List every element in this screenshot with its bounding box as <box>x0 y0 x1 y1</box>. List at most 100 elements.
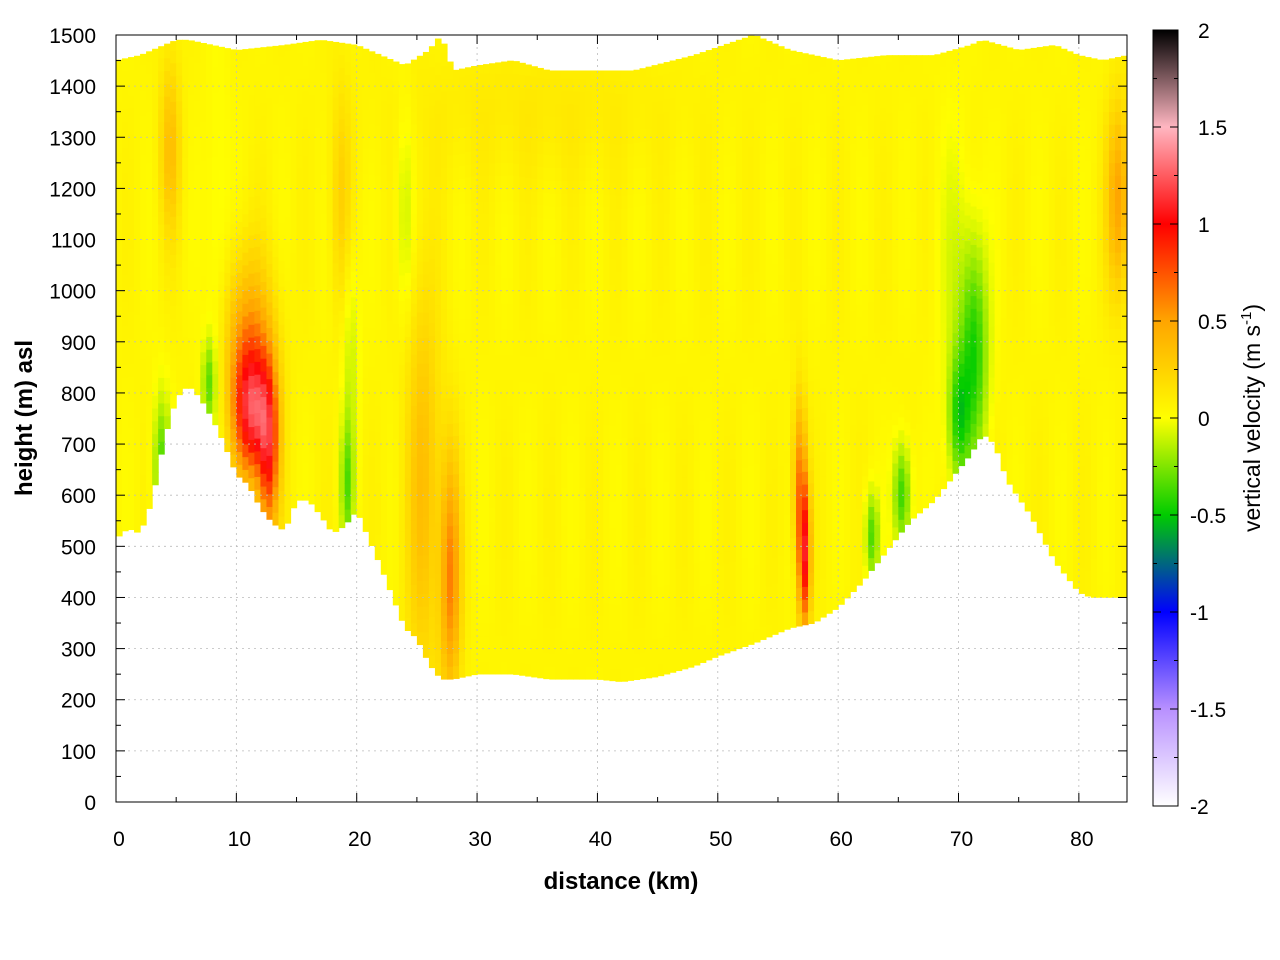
heatmap-cell <box>326 362 334 376</box>
heatmap-cell <box>633 321 641 335</box>
heatmap-cell <box>284 203 292 217</box>
heatmap-cell <box>128 133 135 147</box>
heatmap-cell <box>344 368 352 382</box>
heatmap-cell <box>158 159 165 174</box>
heatmap-cell <box>362 377 370 392</box>
heatmap-cell <box>422 503 430 518</box>
heatmap-cell <box>368 302 376 316</box>
heatmap-cell <box>771 595 779 610</box>
heatmap-cell <box>158 96 165 110</box>
heatmap-cell <box>278 158 286 172</box>
heatmap-cell <box>573 397 580 412</box>
heatmap-cell <box>567 257 574 271</box>
heatmap-cell <box>362 224 370 238</box>
heatmap-cell <box>380 459 388 473</box>
heatmap-cell <box>314 294 322 308</box>
heatmap-cell <box>338 118 346 132</box>
heatmap-cell <box>777 606 785 620</box>
heatmap-cell <box>573 436 580 450</box>
heatmap-cell <box>489 264 496 279</box>
heatmap-cell <box>615 195 623 209</box>
heatmap-cell <box>735 380 743 394</box>
heatmap-cell <box>699 624 707 638</box>
heatmap-cell <box>489 392 496 407</box>
heatmap-cell <box>705 276 713 290</box>
heatmap-cell <box>639 512 647 526</box>
heatmap-cell <box>555 384 562 399</box>
heatmap-cell <box>440 295 448 309</box>
heatmap-cell <box>434 406 442 421</box>
heatmap-cell <box>609 565 617 579</box>
heatmap-cell <box>790 307 797 321</box>
heatmap-cell <box>146 469 153 484</box>
heatmap-cell <box>645 191 653 206</box>
heatmap-cell <box>416 554 424 569</box>
heatmap-cell <box>459 357 466 371</box>
heatmap-cell <box>735 265 743 279</box>
heatmap-cell <box>705 455 713 469</box>
heatmap-cell <box>128 248 135 262</box>
heatmap-cell <box>453 167 460 181</box>
heatmap-cell <box>802 138 809 153</box>
heatmap-cell <box>573 448 580 463</box>
heatmap-cell <box>362 147 370 162</box>
heatmap-cell <box>428 143 436 157</box>
heatmap-cell <box>543 90 550 104</box>
heatmap-cell <box>434 99 442 114</box>
heatmap-cell <box>350 44 358 55</box>
heatmap-cell <box>116 254 123 268</box>
heatmap-cell <box>537 664 544 679</box>
heatmap-cell <box>651 242 659 256</box>
heatmap-cell <box>434 355 442 369</box>
heatmap-cell <box>735 443 743 458</box>
heatmap-cell <box>134 199 141 213</box>
heatmap-cell <box>747 56 755 70</box>
heatmap-cell <box>814 326 821 341</box>
heatmap-cell <box>332 186 340 200</box>
heatmap-cell <box>356 402 364 416</box>
heatmap-cell <box>585 525 593 539</box>
heatmap-cell <box>663 635 671 649</box>
heatmap-cell <box>320 468 328 483</box>
heatmap-cell <box>392 61 400 69</box>
heatmap-cell <box>134 506 141 520</box>
heatmap-cell <box>453 333 460 347</box>
heatmap-cell <box>398 390 406 404</box>
heatmap-cell <box>152 471 159 486</box>
heatmap-cell <box>759 613 767 628</box>
heatmap-cell <box>543 640 550 654</box>
heatmap-cell <box>302 206 310 220</box>
heatmap-cell <box>477 430 484 445</box>
heatmap-cell <box>579 487 586 501</box>
heatmap-cell <box>615 451 623 465</box>
heatmap-cell <box>272 422 280 437</box>
heatmap-cell <box>729 548 737 562</box>
heatmap-cell <box>597 487 605 501</box>
heatmap-cell <box>410 469 418 483</box>
heatmap-cell <box>128 337 135 352</box>
heatmap-cell <box>561 103 568 118</box>
heatmap-cell <box>260 243 268 257</box>
heatmap-cell <box>549 193 556 207</box>
heatmap-cell <box>308 120 316 134</box>
heatmap-cell <box>669 403 677 418</box>
heatmap-cell <box>609 616 617 631</box>
heatmap-cell <box>422 158 430 173</box>
heatmap-cell <box>272 115 280 130</box>
heatmap-cell <box>344 508 352 523</box>
heatmap-cell <box>579 615 586 629</box>
heatmap-cell <box>777 324 785 339</box>
heatmap-cell <box>507 264 514 279</box>
heatmap-cell <box>326 119 334 134</box>
heatmap-cell <box>398 262 406 276</box>
heatmap-cell <box>188 221 195 236</box>
heatmap-cell <box>465 164 472 178</box>
heatmap-cell <box>633 91 641 105</box>
heatmap-cell <box>495 469 502 483</box>
heatmap-cell <box>495 277 502 291</box>
heatmap-cell <box>627 360 635 375</box>
heatmap-cell <box>777 133 785 147</box>
heatmap-cell <box>705 301 713 316</box>
heatmap-cell <box>567 627 574 642</box>
heatmap-cell <box>296 129 304 143</box>
